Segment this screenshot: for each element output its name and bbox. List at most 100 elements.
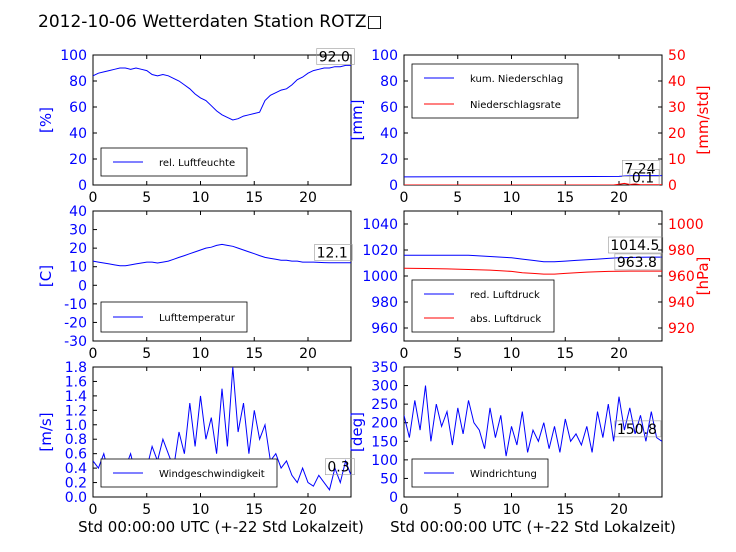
humidity-ytick-label: 80 — [69, 74, 87, 90]
winddirection-xtick-label: 0 — [400, 502, 409, 518]
precipitation-xtick-label: 0 — [400, 190, 409, 206]
windspeed-legend-label: Windgeschwindigkeit — [159, 469, 265, 480]
windspeed-panel: 0 5 10 15 20 0.00.20.40.60.81.01.21.41.61.8 [m… — [37, 360, 355, 518]
winddirection-xtick-label: 20 — [610, 502, 628, 518]
winddirection-ytick-label: 150 — [371, 434, 398, 450]
pressure-ytick-label: 1040 — [362, 217, 398, 233]
pressure-y2label: [hPa] — [694, 257, 712, 296]
humidity-xtick-label: 0 — [89, 190, 98, 206]
x-label-left: Std 00:00:00 UTC (+-22 Std Lokalzeit) — [78, 518, 364, 536]
precipitation-ylabel: [mm] — [348, 100, 366, 141]
windspeed-xtick-label: 5 — [142, 502, 151, 518]
pressure-ytick-label: 1000 — [362, 269, 398, 285]
precipitation-legend-label: kum. Niederschlag — [470, 74, 563, 85]
pressure-legend-box — [411, 279, 555, 333]
pressure-legend-label: red. Luftdruck — [470, 290, 540, 301]
temperature-xtick-label: 10 — [192, 346, 210, 362]
winddirection-xtick-label: 5 — [453, 502, 462, 518]
pressure-xtick-label: 15 — [556, 346, 574, 362]
temperature-annotation: 12.1 — [317, 245, 348, 261]
winddirection-xtick-label: 10 — [503, 502, 521, 518]
precipitation-y2tick-label: 50 — [668, 48, 686, 64]
temperature-panel: 0 5 10 15 20 -30 -20 -10 0 10 20 30 40 [C] 12.1 Lufttem… — [37, 204, 353, 362]
pressure-legend-label: abs. Luftdruck — [470, 314, 541, 325]
windspeed-ytick-label: 1.0 — [65, 418, 87, 434]
winddirection-ytick-label: 300 — [371, 379, 398, 395]
precipitation-y2tick-label: 20 — [668, 126, 686, 142]
windspeed-xtick-label: 0 — [89, 502, 98, 518]
windspeed-annotation-box — [325, 458, 355, 476]
precipitation-xtick-label: 20 — [610, 190, 628, 206]
pressure-y2tick-label: 960 — [668, 269, 695, 285]
pressure-series-line — [404, 254, 662, 263]
winddirection-legend-label: Windrichtung — [470, 469, 537, 480]
humidity-annotation: 92.0 — [319, 50, 350, 66]
winddirection-ytick-label: 0 — [389, 490, 398, 506]
temperature-ytick-label: 30 — [69, 223, 87, 239]
windspeed-ytick-label: 1.4 — [65, 389, 87, 405]
temperature-ylabel: [C] — [37, 265, 55, 287]
winddirection-series-line — [404, 385, 662, 457]
temperature-series-line — [93, 243, 351, 267]
temperature-ytick-label: -10 — [64, 297, 87, 313]
humidity-ylabel: [%] — [37, 107, 55, 133]
windspeed-ytick-label: 1.6 — [65, 374, 87, 390]
precipitation-annotation-box — [629, 169, 660, 186]
temperature-ytick-label: -20 — [64, 315, 87, 331]
winddirection-annotation-box — [614, 420, 662, 438]
humidity-annotation-box — [316, 48, 355, 65]
windspeed-ytick-label: 0.6 — [65, 447, 87, 463]
windspeed-xtick-label: 20 — [299, 502, 317, 518]
precipitation-legend-label: Niederschlagsrate — [470, 100, 561, 111]
pressure-xtick-label: 0 — [400, 346, 409, 362]
pressure-y2tick-label: 1000 — [668, 217, 704, 233]
windspeed-xtick-label: 10 — [192, 502, 210, 518]
pressure-ytick-label: 980 — [371, 295, 398, 311]
x-label-right: Std 00:00:00 UTC (+-22 Std Lokalzeit) — [390, 518, 676, 536]
precipitation-y2tick-label: 40 — [668, 74, 686, 90]
precipitation-xtick-label: 10 — [503, 190, 521, 206]
precipitation-xtick-label: 15 — [556, 190, 574, 206]
precipitation-y2tick-label: 10 — [668, 152, 686, 168]
precipitation-annotation: 0.1 — [632, 170, 654, 186]
humidity-legend-label: rel. Luftfeuchte — [159, 158, 235, 169]
temperature-xtick-label: 0 — [89, 346, 98, 362]
pressure-y2tick-label: 940 — [668, 295, 695, 311]
precipitation-y2tick-label: 30 — [668, 100, 686, 116]
windspeed-ylabel: [m/s] — [37, 412, 55, 451]
winddirection-ytick-label: 250 — [371, 397, 398, 413]
pressure-xtick-label: 10 — [503, 346, 521, 362]
windspeed-ytick-label: 1.8 — [65, 360, 87, 376]
pressure-y2tick-label: 980 — [668, 243, 695, 259]
precipitation-y2label: [mm/std] — [694, 85, 712, 154]
humidity-series-line — [93, 64, 351, 121]
pressure-annotation-box — [608, 236, 664, 254]
humidity-panel: 0 5 10 15 20 0 20 40 60 80 100 [%] 92.0 rel. Luftfeuc… — [37, 48, 355, 206]
humidity-xtick-label: 10 — [192, 190, 210, 206]
precipitation-ytick-label: 60 — [380, 100, 398, 116]
precipitation-ytick-label: 20 — [380, 152, 398, 168]
temperature-legend-label: Lufttemperatur — [159, 313, 236, 324]
precipitation-xtick-label: 5 — [453, 190, 462, 206]
temperature-ytick-label: 0 — [78, 278, 87, 294]
pressure-annotation: 963.8 — [617, 255, 657, 271]
precipitation-ytick-label: 40 — [380, 126, 398, 142]
figure-title: 2012-10-06 Wetterdaten Station ROTZ□ — [38, 12, 383, 32]
windspeed-xtick-label: 15 — [245, 502, 263, 518]
precipitation-ytick-label: 100 — [371, 48, 398, 64]
precipitation-y2tick-label: 0 — [668, 178, 677, 194]
winddirection-ytick-label: 100 — [371, 453, 398, 469]
pressure-y2tick-label: 920 — [668, 321, 695, 337]
windspeed-ytick-label: 0.2 — [65, 476, 87, 492]
windspeed-ytick-label: 0.4 — [65, 461, 87, 477]
windspeed-ytick-label: 0.0 — [65, 490, 87, 506]
winddirection-xtick-label: 15 — [556, 502, 574, 518]
humidity-ytick-label: 40 — [69, 126, 87, 142]
winddirection-annotation: 150.8 — [617, 422, 657, 438]
winddirection-ytick-label: 350 — [371, 360, 398, 376]
pressure-annotation: 1014.5 — [610, 238, 659, 254]
precipitation-legend-box — [411, 63, 579, 119]
humidity-ytick-label: 60 — [69, 100, 87, 116]
